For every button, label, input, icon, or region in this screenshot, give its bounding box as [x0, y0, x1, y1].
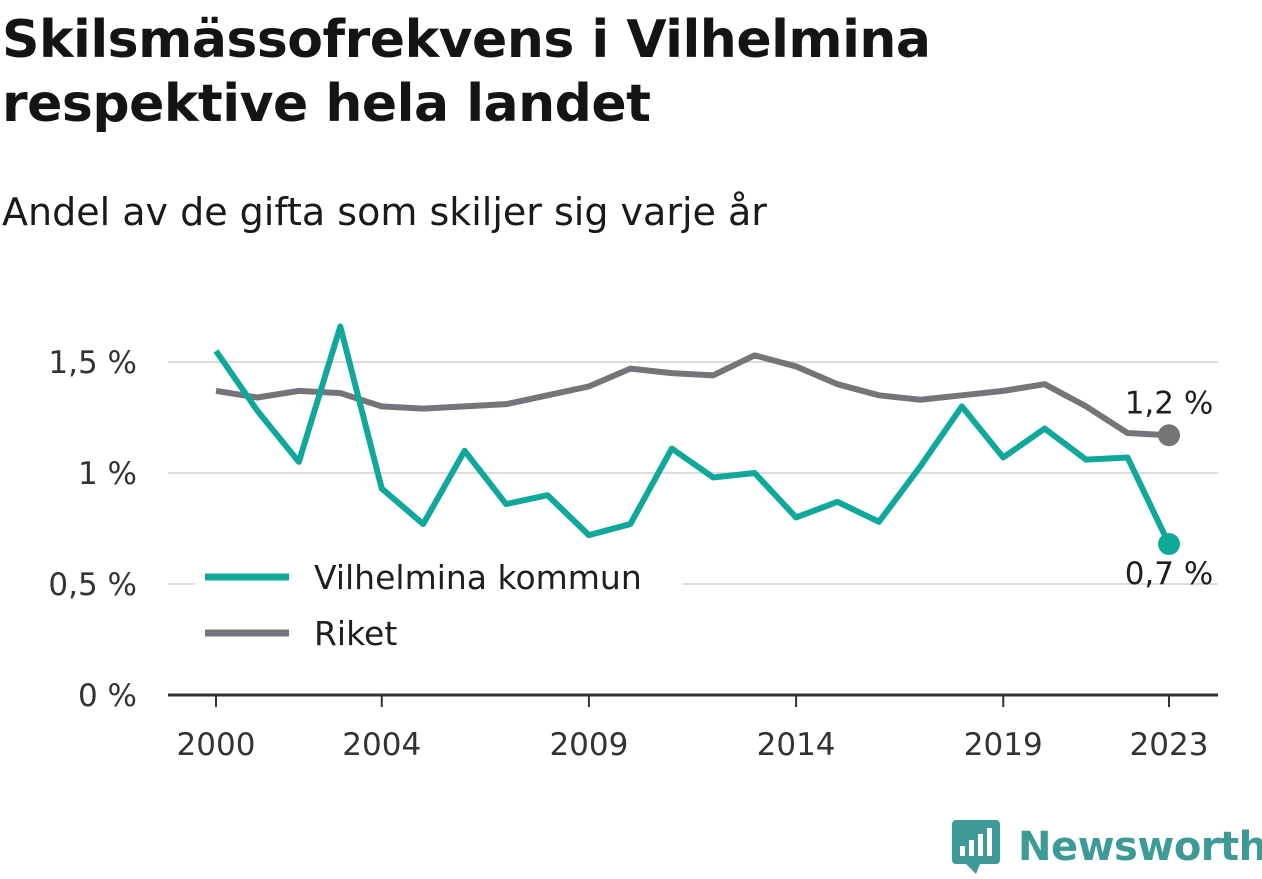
legend-background: [195, 548, 683, 660]
y-tick-label: 0,5 %: [48, 567, 137, 603]
brand-logo: Newsworthy: [952, 818, 1262, 876]
bar-chart-speech-bubble-icon: [952, 820, 1000, 874]
series-end-point: [1158, 424, 1180, 447]
x-tick-label: 2000: [177, 727, 256, 763]
series-end-label: 1,2 %: [1125, 385, 1214, 421]
legend-label: Riket: [314, 614, 397, 653]
series-line: [213, 323, 1172, 546]
series-end-label: 0,7 %: [1125, 556, 1214, 592]
x-tick-label: 2014: [757, 727, 836, 763]
y-tick-label: 0 %: [78, 678, 137, 714]
series-end-point: [1158, 533, 1180, 556]
legend-label: Vilhelmina kommun: [314, 558, 642, 597]
series-line: [215, 352, 1170, 439]
y-tick-label: 1 %: [78, 456, 137, 492]
grid-lines: 0 % 0,5 % 1 % 1,5 %: [48, 345, 1218, 714]
y-tick-label: 1,5 %: [48, 345, 137, 381]
chart-subtitle: Andel av de gifta som skiljer sig varje …: [2, 190, 767, 234]
x-tick-label: 2004: [342, 727, 421, 763]
x-tick-label: 2009: [549, 727, 628, 763]
x-axis: 2000 2004 2009 2014 2019 2023: [168, 693, 1218, 763]
brand-name: Newsworthy: [1018, 824, 1262, 870]
x-tick-label: 2019: [964, 727, 1043, 763]
series-lines: 1,2 % 0,7 %: [213, 323, 1214, 592]
chart-title: Skilsmässofrekvens i Vilhelmina respekti…: [2, 10, 931, 134]
x-tick-label: 2023: [1130, 727, 1209, 763]
legend: Vilhelmina kommun Riket: [195, 548, 683, 660]
